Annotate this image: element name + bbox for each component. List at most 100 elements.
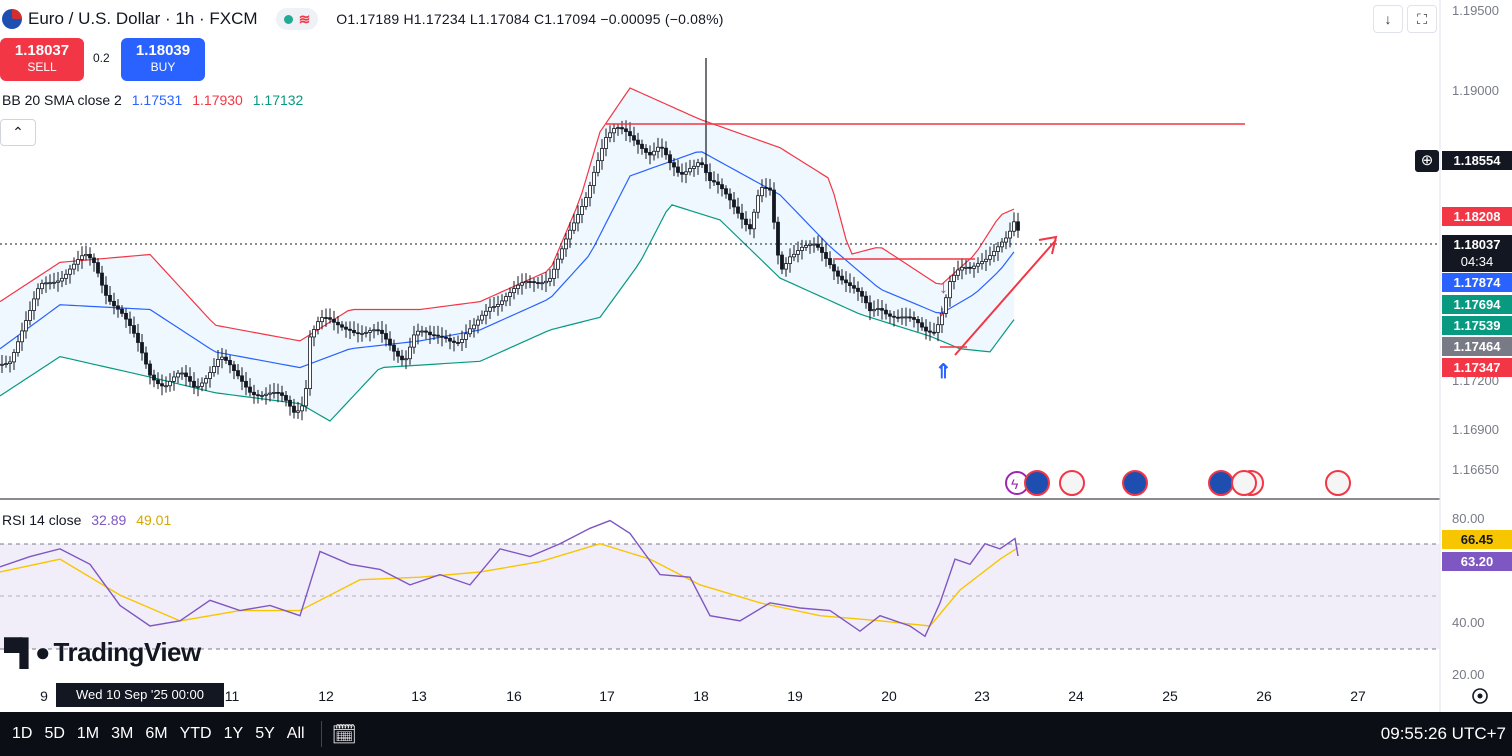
candle-body bbox=[604, 137, 608, 149]
candle-body bbox=[928, 330, 932, 333]
buy-label: BUY bbox=[150, 60, 176, 74]
candle-body bbox=[888, 313, 892, 317]
collapse-legend-button[interactable]: ⌃ bbox=[0, 119, 36, 146]
candle-body bbox=[688, 168, 692, 173]
candle-body bbox=[944, 297, 948, 314]
candle-body bbox=[868, 302, 872, 312]
candle-body bbox=[676, 166, 680, 173]
price-chart[interactable]: ↓ ↓ ⇑ 1.195001.190001.172001.169001.1665… bbox=[0, 0, 1512, 712]
candle-body bbox=[828, 258, 832, 266]
candle-body bbox=[796, 250, 800, 255]
candle-body bbox=[588, 185, 592, 199]
candle-body bbox=[216, 359, 220, 367]
range-button-all[interactable]: All bbox=[286, 725, 305, 742]
candle-body bbox=[648, 152, 652, 156]
chevron-up-icon: ⌃ bbox=[12, 124, 24, 140]
candle-body bbox=[264, 393, 268, 396]
us-event-icon[interactable] bbox=[1059, 470, 1085, 496]
symbol-title[interactable]: Euro / U.S. Dollar · 1h · FXCM bbox=[28, 9, 258, 28]
candle-body bbox=[180, 372, 184, 375]
candle-body bbox=[4, 363, 8, 366]
range-button-5y[interactable]: 5Y bbox=[255, 725, 275, 742]
candle-body bbox=[288, 399, 292, 407]
clock[interactable]: 09:55:26 UTC+7 bbox=[1380, 724, 1506, 743]
candle-body bbox=[120, 308, 124, 314]
candle-body bbox=[900, 316, 904, 319]
candle-body bbox=[656, 146, 660, 152]
candle-body bbox=[356, 332, 360, 335]
range-button-3m[interactable]: 3M bbox=[111, 725, 134, 742]
candle-body bbox=[956, 269, 960, 276]
rsi-legend[interactable]: RSI 14 close 32.89 49.01 bbox=[2, 512, 171, 528]
candle-body bbox=[36, 288, 40, 300]
candle-body bbox=[556, 258, 560, 270]
eu-event-icon[interactable] bbox=[1122, 470, 1148, 496]
candle-body bbox=[244, 380, 248, 388]
candle-body bbox=[976, 263, 980, 267]
candle-body bbox=[608, 132, 612, 138]
candle-body bbox=[756, 195, 760, 213]
crosshair-price-label[interactable]: 1.18554 bbox=[1442, 151, 1512, 170]
range-button-1y[interactable]: 1Y bbox=[223, 725, 244, 742]
eu-event-icon[interactable] bbox=[1208, 470, 1234, 496]
range-button-1d[interactable]: 1D bbox=[12, 725, 33, 742]
candle-body bbox=[200, 382, 204, 387]
us-event-icon[interactable] bbox=[1325, 470, 1351, 496]
candle-body bbox=[72, 263, 76, 270]
market-open-icon bbox=[283, 14, 293, 24]
sell-button[interactable]: 1.18037 SELL bbox=[0, 38, 84, 81]
candle-body bbox=[636, 139, 640, 145]
symbol-header: Euro / U.S. Dollar · 1h · FXCM ≋ O1.1718… bbox=[0, 6, 724, 32]
candle-body bbox=[824, 252, 828, 259]
bullish-arrow[interactable] bbox=[954, 239, 1057, 356]
candle-body bbox=[496, 303, 500, 307]
candle-body bbox=[940, 313, 944, 326]
candle-body bbox=[728, 193, 732, 201]
buy-price: 1.18039 bbox=[135, 42, 191, 59]
candle-body bbox=[224, 356, 228, 361]
candle-body bbox=[320, 317, 324, 323]
candle-body bbox=[856, 287, 860, 292]
candle-body bbox=[948, 281, 952, 299]
candle-body bbox=[732, 199, 736, 208]
candle-body bbox=[408, 346, 412, 360]
candle-body bbox=[540, 282, 544, 285]
tradingview-logo[interactable]: ▀▌● TradingView bbox=[4, 637, 201, 668]
range-button-1m[interactable]: 1M bbox=[76, 725, 100, 742]
rsi-ma-line bbox=[0, 542, 1019, 627]
eu-event-icon[interactable] bbox=[1024, 470, 1050, 496]
economic-events[interactable]: ϟ bbox=[1005, 470, 1351, 496]
settings-icon[interactable] bbox=[1472, 688, 1488, 704]
candle-body bbox=[204, 378, 208, 384]
candle-body bbox=[420, 330, 424, 333]
range-button-5d[interactable]: 5D bbox=[44, 725, 65, 742]
candle-body bbox=[472, 324, 476, 330]
us-event-icon[interactable] bbox=[1231, 470, 1257, 496]
candle-body bbox=[936, 324, 940, 333]
candle-body bbox=[952, 274, 956, 282]
candle-body bbox=[752, 211, 756, 230]
candle-body bbox=[32, 298, 36, 311]
fullscreen-icon[interactable]: ⛶ bbox=[1407, 5, 1437, 33]
candle-body bbox=[456, 342, 460, 344]
range-button-ytd[interactable]: YTD bbox=[179, 725, 212, 742]
download-icon[interactable]: ↓ bbox=[1373, 5, 1403, 33]
candle-body bbox=[820, 246, 824, 253]
buy-button[interactable]: 1.18039 BUY bbox=[121, 38, 205, 81]
bollinger-legend[interactable]: BB 20 SMA close 2 1.17531 1.17930 1.1713… bbox=[2, 92, 309, 108]
tradingview-logo-icon: ▀▌● bbox=[4, 637, 51, 667]
current-price-label: 1.18037 04:34 bbox=[1442, 235, 1512, 272]
add-alert-icon[interactable]: ⊕ bbox=[1415, 150, 1439, 172]
candle-body bbox=[852, 285, 856, 289]
range-button-6m[interactable]: 6M bbox=[145, 725, 168, 742]
rsi-value: 32.89 bbox=[91, 512, 127, 528]
candle-body bbox=[532, 281, 536, 283]
time-axis[interactable]: 9 11 12 13 16 17 18 19 20 23 24 25 26 27 bbox=[40, 688, 1366, 704]
candle-body bbox=[960, 266, 964, 271]
candle-body bbox=[664, 147, 668, 156]
calendar-icon[interactable]: 🗓 bbox=[331, 723, 357, 746]
market-status-pill[interactable]: ≋ bbox=[275, 8, 319, 30]
candle-body bbox=[392, 344, 396, 352]
candle-body bbox=[712, 180, 716, 183]
